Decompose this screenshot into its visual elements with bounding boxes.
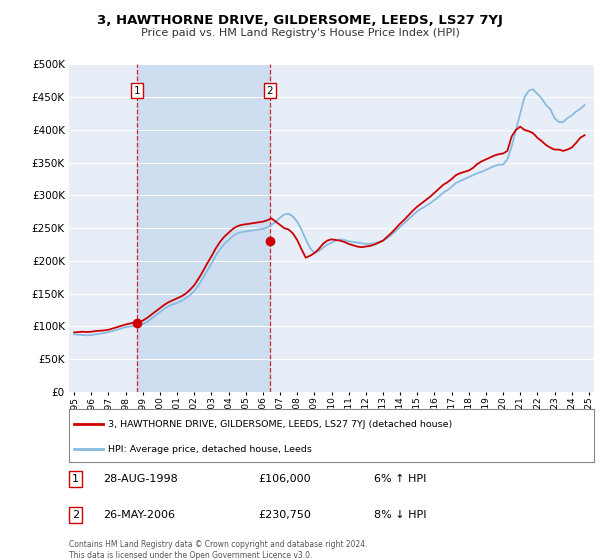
Text: 1: 1 bbox=[133, 86, 140, 96]
Text: 3, HAWTHORNE DRIVE, GILDERSOME, LEEDS, LS27 7YJ (detached house): 3, HAWTHORNE DRIVE, GILDERSOME, LEEDS, L… bbox=[109, 420, 452, 430]
Text: 1: 1 bbox=[72, 474, 79, 484]
Bar bbox=[137, 64, 270, 392]
Text: 6% ↑ HPI: 6% ↑ HPI bbox=[373, 474, 426, 484]
Text: 8% ↓ HPI: 8% ↓ HPI bbox=[373, 510, 426, 520]
Text: 2: 2 bbox=[266, 86, 273, 96]
Text: 3, HAWTHORNE DRIVE, GILDERSOME, LEEDS, LS27 7YJ: 3, HAWTHORNE DRIVE, GILDERSOME, LEEDS, L… bbox=[97, 14, 503, 27]
Text: Price paid vs. HM Land Registry's House Price Index (HPI): Price paid vs. HM Land Registry's House … bbox=[140, 28, 460, 38]
Text: 28-AUG-1998: 28-AUG-1998 bbox=[103, 474, 178, 484]
Text: HPI: Average price, detached house, Leeds: HPI: Average price, detached house, Leed… bbox=[109, 445, 312, 454]
Text: 26-MAY-2006: 26-MAY-2006 bbox=[103, 510, 175, 520]
Text: Contains HM Land Registry data © Crown copyright and database right 2024.
This d: Contains HM Land Registry data © Crown c… bbox=[69, 540, 367, 560]
Text: £106,000: £106,000 bbox=[258, 474, 311, 484]
Text: 2: 2 bbox=[72, 510, 79, 520]
Text: £230,750: £230,750 bbox=[258, 510, 311, 520]
